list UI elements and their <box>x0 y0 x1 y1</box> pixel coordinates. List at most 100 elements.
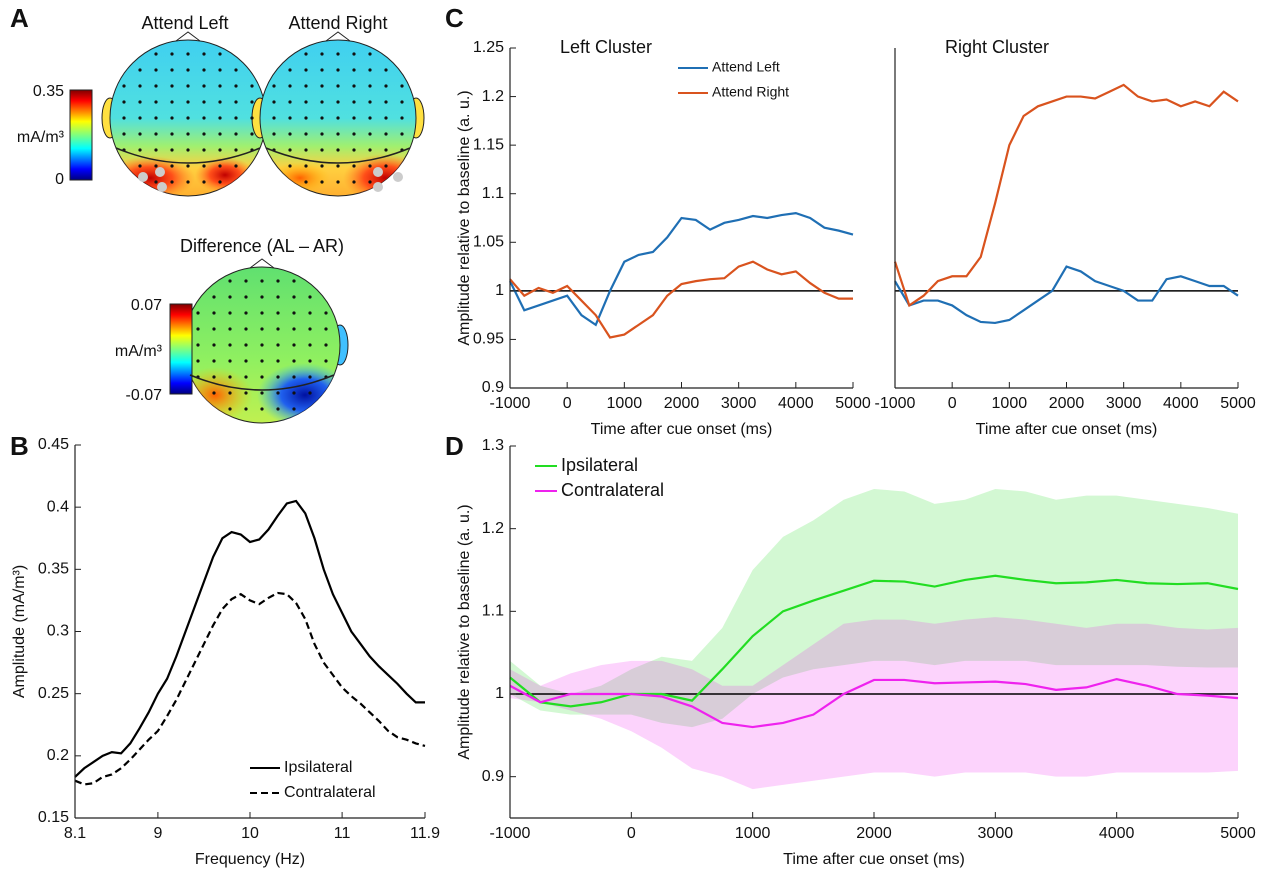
electrode <box>196 359 200 363</box>
electrode <box>352 84 356 88</box>
y-tick-label: 1.25 <box>473 39 504 56</box>
electrode <box>250 84 254 88</box>
electrode <box>202 84 206 88</box>
x-tick-label: 10 <box>241 825 259 842</box>
electrode <box>154 148 158 152</box>
y-tick-label: 0.3 <box>47 623 69 640</box>
electrode <box>272 84 276 88</box>
electrode <box>292 279 296 283</box>
electrode <box>336 116 340 120</box>
electrode <box>234 148 238 152</box>
confidence-band <box>510 617 1238 790</box>
electrode <box>122 116 126 120</box>
x-tick-label: 1000 <box>735 825 771 842</box>
electrode <box>196 311 200 315</box>
electrode <box>218 180 222 184</box>
x-tick-label: 1000 <box>992 395 1028 412</box>
electrode <box>154 164 158 168</box>
electrode <box>288 116 292 120</box>
electrode <box>384 132 388 136</box>
electrode <box>186 132 190 136</box>
x-tick-label: 9 <box>153 825 162 842</box>
electrode <box>400 100 404 104</box>
x-tick-label: 4000 <box>778 395 814 412</box>
panel-letter: A <box>10 3 29 33</box>
electrode <box>308 343 312 347</box>
electrode <box>352 132 356 136</box>
electrode <box>384 68 388 72</box>
electrode <box>304 116 308 120</box>
series-line <box>74 591 426 786</box>
y-tick-label: 0.9 <box>482 379 504 396</box>
electrode <box>218 116 222 120</box>
legend-label: Contralateral <box>284 784 376 801</box>
electrode <box>202 148 206 152</box>
electrode <box>244 311 248 315</box>
y-tick-label: 1.2 <box>482 88 504 105</box>
electrode <box>288 84 292 88</box>
electrode <box>202 132 206 136</box>
y-tick-label: 0.15 <box>38 809 69 826</box>
electrode <box>202 180 206 184</box>
x-axis-label: Time after cue onset (ms) <box>591 421 773 438</box>
x-tick-label: 2000 <box>856 825 892 842</box>
electrode <box>218 132 222 136</box>
electrode <box>154 132 158 136</box>
y-axis-label: Amplitude (mA/m³) <box>11 565 28 698</box>
electrode <box>138 68 142 72</box>
electrode <box>292 295 296 299</box>
electrode <box>308 311 312 315</box>
series-line <box>509 260 853 339</box>
topomap <box>251 31 425 197</box>
electrode <box>154 180 158 184</box>
electrode <box>272 116 276 120</box>
electrode <box>320 132 324 136</box>
topomap <box>101 31 275 197</box>
electrode <box>154 116 158 120</box>
electrode <box>304 52 308 56</box>
electrode <box>260 327 264 331</box>
electrode <box>212 391 216 395</box>
electrode <box>196 327 200 331</box>
y-tick-label: 0.9 <box>482 768 504 785</box>
electrode <box>186 148 190 152</box>
x-tick-label: 11.9 <box>410 825 440 842</box>
y-tick-label: 1.3 <box>482 437 504 454</box>
y-tick-label: 1 <box>495 282 504 299</box>
x-tick-label: 8.1 <box>64 825 86 842</box>
y-tick-label: 1.1 <box>482 185 504 202</box>
electrode <box>122 100 126 104</box>
colorbar-max: 0.07 <box>131 297 162 314</box>
electrode <box>276 359 280 363</box>
electrode <box>212 343 216 347</box>
electrode <box>138 164 142 168</box>
x-tick-label: -1000 <box>490 395 531 412</box>
electrode <box>202 116 206 120</box>
scalp-contour <box>115 147 261 164</box>
legend-label: Attend Right <box>712 84 789 100</box>
electrode <box>308 375 312 379</box>
electrode <box>400 84 404 88</box>
panel-letter: C <box>445 3 464 33</box>
electrode <box>324 343 328 347</box>
electrode <box>218 52 222 56</box>
electrode <box>260 311 264 315</box>
colorbar-max: 0.35 <box>33 83 64 100</box>
electrode <box>368 132 372 136</box>
electrode <box>244 279 248 283</box>
electrode <box>336 132 340 136</box>
legend-label: Attend Left <box>712 59 780 75</box>
colorbar-unit: mA/m³ <box>17 129 65 146</box>
electrode <box>250 116 254 120</box>
electrode <box>352 52 356 56</box>
colorbar-min: -0.07 <box>126 387 163 404</box>
electrode <box>384 164 388 168</box>
electrode <box>336 52 340 56</box>
electrode <box>308 295 312 299</box>
electrode <box>352 116 356 120</box>
electrode <box>352 100 356 104</box>
electrode <box>352 164 356 168</box>
electrode <box>244 375 248 379</box>
electrode <box>218 164 222 168</box>
